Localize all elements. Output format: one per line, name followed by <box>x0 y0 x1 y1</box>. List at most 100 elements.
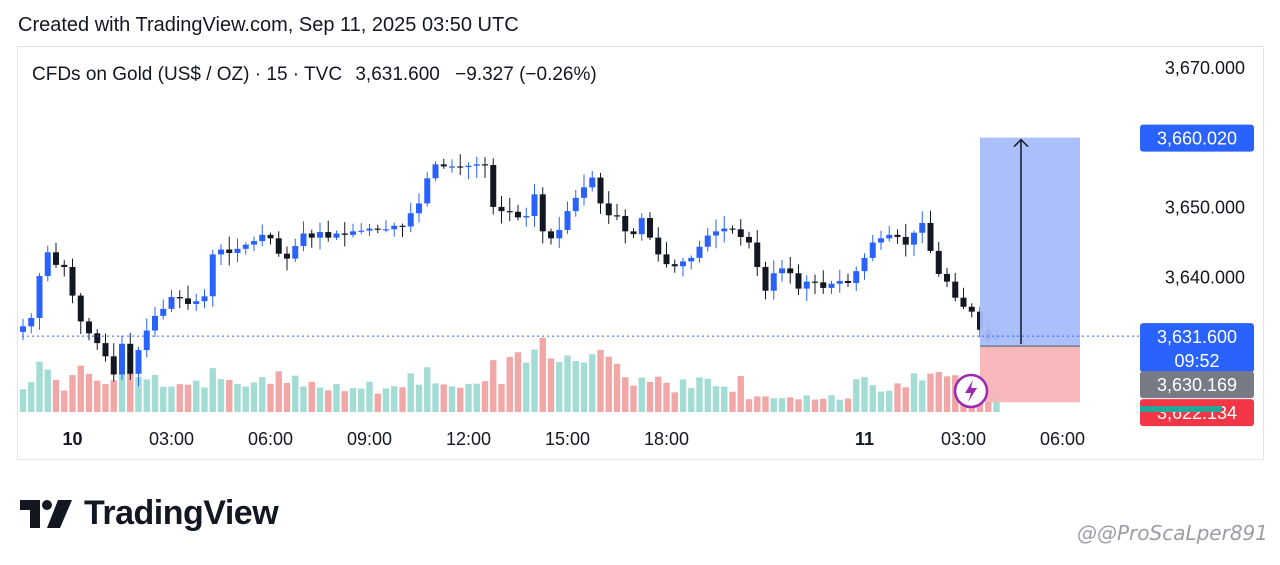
volume-bar <box>151 374 159 412</box>
candle-body <box>754 242 761 267</box>
candle-body <box>605 203 612 216</box>
volume-bar <box>127 371 134 412</box>
candle-body <box>556 229 563 239</box>
candle-body <box>341 233 348 235</box>
volume-bar <box>770 398 777 412</box>
candle-body <box>968 306 975 312</box>
volume-bar <box>630 385 637 412</box>
candle-body <box>812 281 818 283</box>
header-created-text: Created with TradingView.com, Sep 11, 20… <box>18 14 519 36</box>
volume-bar <box>473 383 480 412</box>
volume-bar <box>547 358 555 412</box>
volume-bar <box>349 388 357 412</box>
candle-body <box>465 165 472 168</box>
volume-bar <box>622 377 629 412</box>
candle-body <box>680 261 686 267</box>
volume-bar <box>399 387 406 412</box>
candle-body <box>762 266 769 291</box>
volume-bar <box>259 377 266 412</box>
candle-body <box>251 241 257 245</box>
candle-body <box>770 273 777 291</box>
candle-body <box>275 238 282 254</box>
tradingview-logo[interactable]: TradingView <box>20 494 279 533</box>
volume-bar <box>36 361 43 412</box>
volume-bar <box>440 384 447 412</box>
volume-bar <box>853 379 860 412</box>
volume-bar <box>605 356 612 412</box>
candle-body <box>894 234 901 237</box>
target-zone <box>980 137 1080 347</box>
volume-bar <box>275 371 282 412</box>
candle-body <box>308 233 315 238</box>
candle-body <box>960 297 967 307</box>
volume-bar <box>498 383 505 412</box>
price-chart[interactable]: 3,670.000 3,650.000 3,640.000 3,660.020 3,63… <box>18 47 1263 459</box>
volume-bar <box>44 369 51 412</box>
volume-bar <box>118 374 126 412</box>
candle-body <box>242 244 249 249</box>
candle-body <box>143 330 150 351</box>
candle-body <box>523 215 530 218</box>
volume-bar <box>688 388 695 412</box>
volume-bar <box>135 377 142 412</box>
volume-bar <box>415 384 423 412</box>
volume-bar <box>564 355 571 412</box>
candle-body <box>630 231 637 235</box>
x-axis-tick-label: 18:00 <box>644 429 689 449</box>
volume-bar <box>160 386 167 412</box>
lightning-icon <box>953 373 989 409</box>
x-axis-tick-label: 03:00 <box>149 429 194 449</box>
y-axis-tick-label: 3,670.000 <box>1165 58 1245 78</box>
volume-bar <box>836 399 843 412</box>
volume-bar <box>193 380 200 412</box>
chart-panel[interactable]: 3,670.000 3,650.000 3,640.000 3,660.020 3,63… <box>17 46 1264 460</box>
candle-body <box>201 296 208 302</box>
volume-bar <box>787 397 794 412</box>
candle-body <box>350 231 356 235</box>
volume-bar <box>448 386 456 412</box>
candle-body <box>424 178 431 204</box>
volume-bar <box>589 354 596 412</box>
candle-body <box>449 166 455 168</box>
lightning-icon-bolt <box>965 380 977 402</box>
volume-bar <box>820 398 827 412</box>
candle-body <box>209 254 216 297</box>
x-axis-tick-label: 06:00 <box>248 429 293 449</box>
candle-body <box>622 215 629 232</box>
volume-bar <box>754 396 761 412</box>
candle-body <box>44 252 51 277</box>
volume-bar <box>292 375 299 412</box>
candle-body <box>407 213 414 227</box>
candle-body <box>515 211 521 218</box>
volume-bar <box>102 384 109 412</box>
candle-body <box>820 282 827 288</box>
candle-body <box>836 280 843 284</box>
volume-bar <box>490 360 497 412</box>
volume-bar <box>94 380 101 412</box>
candle-body <box>457 166 464 168</box>
volume-bar <box>217 379 225 412</box>
candle-body <box>506 211 513 213</box>
candle-body <box>358 230 365 232</box>
volume-bar <box>333 384 340 412</box>
volume-bar <box>861 377 868 412</box>
last-price-label-text: 3,631.600 <box>1157 327 1237 347</box>
volume-bar <box>663 382 670 412</box>
entry-price-label-text: 3,630.169 <box>1157 375 1237 395</box>
last-price-value: 3,631.600 <box>355 64 440 85</box>
candle-body <box>721 228 728 232</box>
candle-body <box>779 268 785 274</box>
volume-bar <box>424 367 431 412</box>
volume-bar <box>679 379 687 412</box>
target-price-label-text: 3,660.020 <box>1157 129 1237 149</box>
candle-body <box>539 194 546 232</box>
volume-bar <box>242 386 249 412</box>
volume-bar <box>877 391 885 412</box>
volume-bar <box>85 373 93 412</box>
candle-body <box>399 225 406 227</box>
chart-legend: CFDs on Gold (US$ / OZ) · 15 · TVC 3,631… <box>32 64 597 85</box>
last-price-label-text: 09:52 <box>1174 351 1219 371</box>
long-position-tool <box>953 137 1080 409</box>
candle-body <box>688 257 695 262</box>
candle-body <box>440 164 447 167</box>
